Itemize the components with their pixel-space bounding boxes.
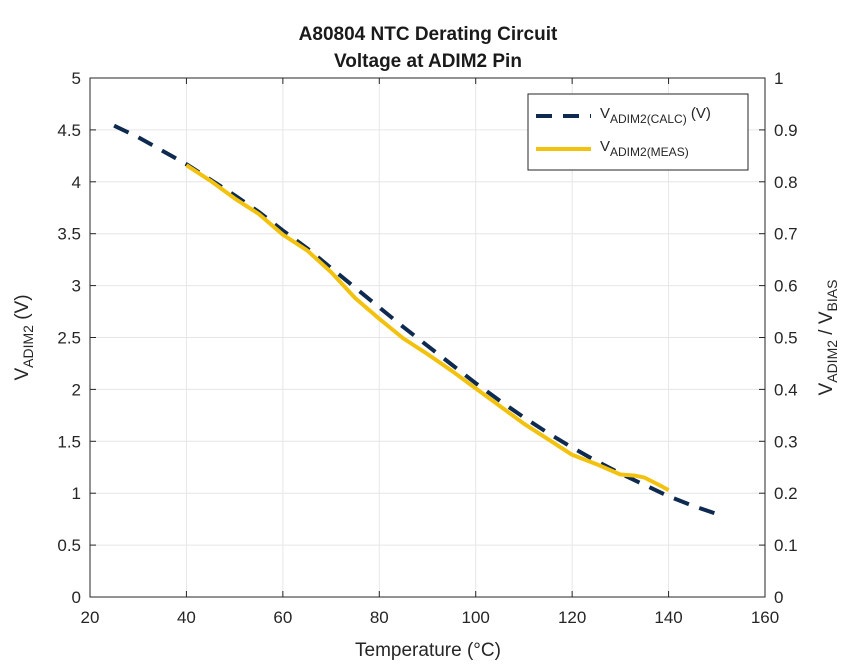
chart-title-line-2: Voltage at ADIM2 Pin — [334, 51, 522, 72]
legend-entry-sub: ADIM2(MEAS) — [610, 145, 689, 159]
chart-title-line-1: A80804 NTC Derating Circuit — [299, 24, 558, 45]
legend-entry-main: V — [600, 138, 610, 155]
y2-axis-label-sub-b: BIAS — [824, 280, 840, 312]
y2-axis-label-sep: / — [816, 324, 837, 340]
x-tick-label: 140 — [654, 608, 682, 627]
y2-tick-label: 0.3 — [774, 432, 798, 451]
y-axis-label: VADIM2 (V) — [12, 294, 36, 380]
y-tick-label: 3.5 — [57, 225, 81, 244]
y-tick-label: 3 — [72, 277, 81, 296]
y2-tick-label: 0.2 — [774, 484, 798, 503]
y-tick-label: 0.5 — [57, 536, 81, 555]
y-tick-label: 4.5 — [57, 121, 81, 140]
y2-tick-label: 0.8 — [774, 173, 798, 192]
y-tick-label: 2 — [72, 380, 81, 399]
x-tick-label: 160 — [751, 608, 779, 627]
y2-axis-label-main-a: V — [816, 382, 837, 395]
series-line-meas — [185, 163, 670, 492]
y-axis-label-unit: (V) — [12, 294, 33, 325]
y-tick-label: 0 — [72, 588, 81, 607]
y-axis-label-sub: ADIM2 — [20, 325, 36, 368]
y2-tick-label: 0.5 — [774, 329, 798, 348]
x-tick-label: 40 — [177, 608, 196, 627]
x-tick-label: 60 — [273, 608, 292, 627]
legend-entry-calc: VADIM2(CALC) (V) — [600, 105, 711, 126]
x-tick-label: 20 — [81, 608, 100, 627]
y-tick-label: 1 — [72, 484, 81, 503]
x-tick-label: 100 — [462, 608, 490, 627]
y-tick-label: 5 — [72, 69, 81, 88]
y2-tick-label: 0.9 — [774, 121, 798, 140]
x-axis-label: Temperature (°C) — [355, 640, 501, 661]
legend-box — [527, 93, 749, 171]
x-tick-label: 80 — [370, 608, 389, 627]
y2-axis-label-sub-a: ADIM2 — [824, 340, 840, 383]
legend-entry-unit: (V) — [687, 105, 711, 122]
y2-tick-label: 1 — [774, 69, 783, 88]
y2-tick-label: 0.4 — [774, 380, 798, 399]
y2-tick-label: 0.7 — [774, 225, 798, 244]
y2-tick-label: 0 — [774, 588, 783, 607]
legend-entry-sub: ADIM2(CALC) — [610, 112, 687, 126]
y2-axis-label-main-b: V — [816, 311, 837, 324]
y-tick-label: 2.5 — [57, 329, 81, 348]
y2-axis-label: VADIM2 / VBIAS — [816, 280, 840, 396]
y2-tick-label: 0.6 — [774, 277, 798, 296]
y-axis-label-main: V — [12, 368, 33, 381]
y2-tick-label: 0.1 — [774, 536, 798, 555]
legend-entry-main: V — [600, 105, 610, 122]
x-tick-label: 120 — [558, 608, 586, 627]
y-tick-label: 4 — [72, 173, 81, 192]
y-tick-label: 1.5 — [57, 432, 81, 451]
legend-entry-meas: VADIM2(MEAS) — [600, 138, 689, 159]
